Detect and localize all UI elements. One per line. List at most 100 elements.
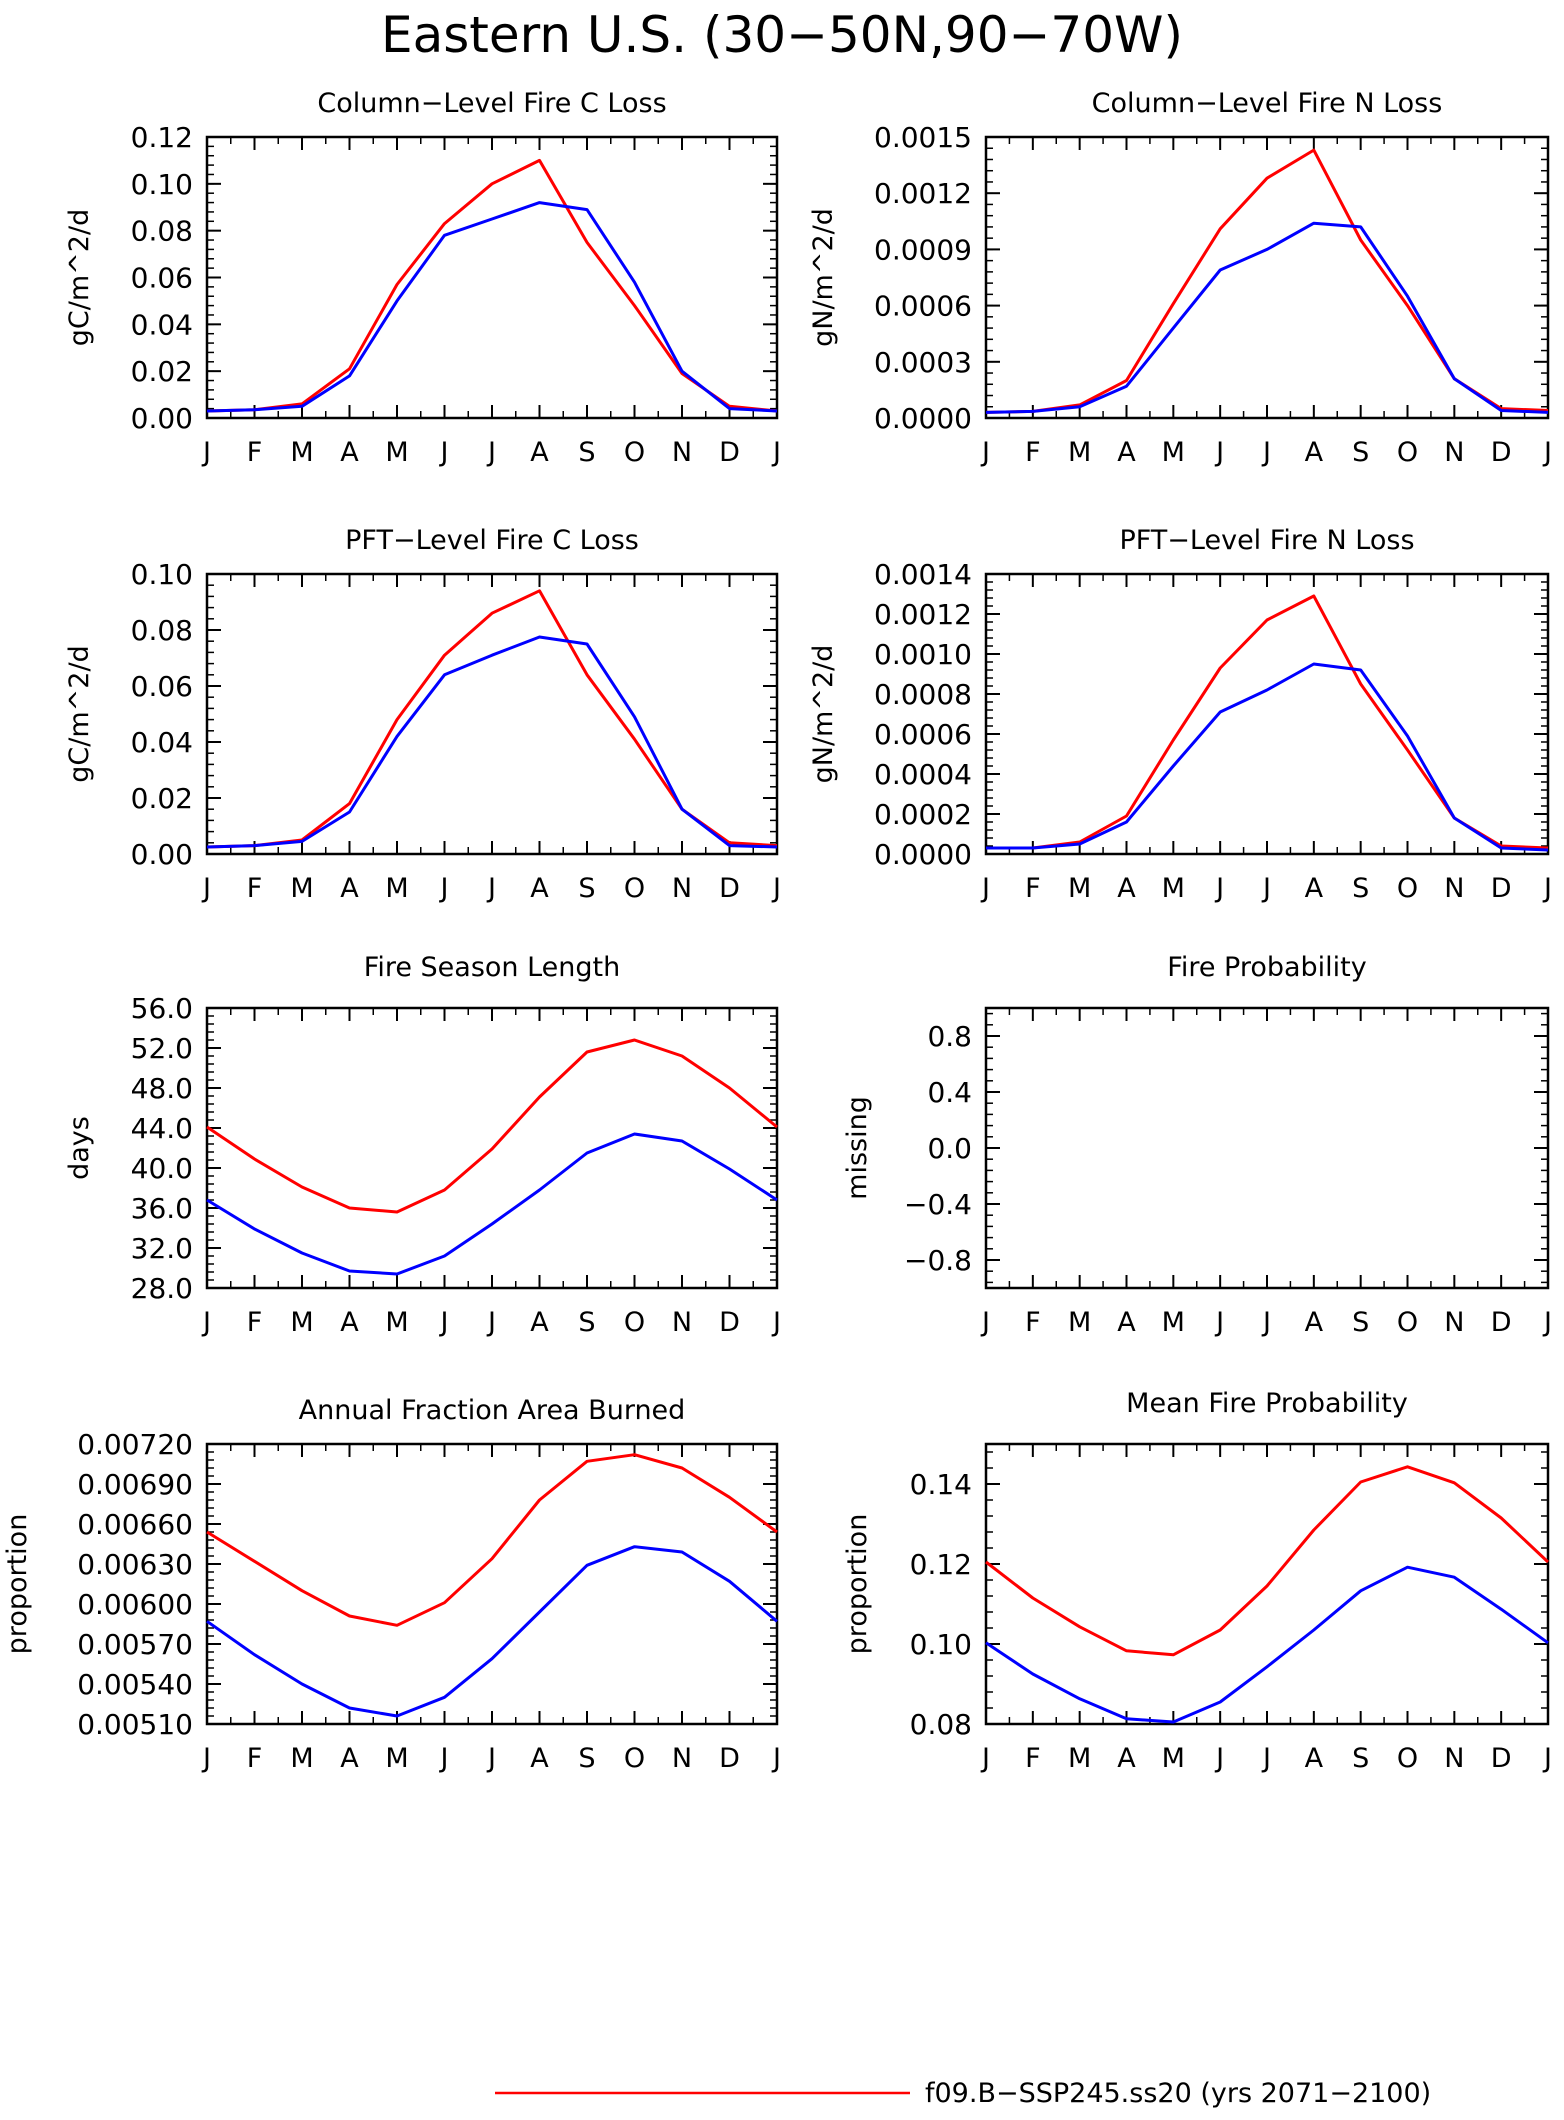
series-line-2	[986, 662, 1549, 852]
y-tick-label: 28.0	[131, 1272, 193, 1305]
series-line-1	[985, 1465, 1550, 1657]
x-tick-label: A	[340, 1743, 359, 1774]
y-tick-label: −0.4	[904, 1188, 972, 1221]
y-tick-label: 0.10	[131, 168, 193, 201]
y-tick-label: 0.0006	[874, 718, 972, 751]
x-tick-label: M	[290, 1743, 313, 1774]
x-tick-label: N	[1444, 437, 1464, 468]
series-line-2	[206, 635, 778, 849]
x-tick-label: J	[1542, 437, 1552, 468]
x-tick-label: A	[340, 1307, 359, 1338]
x-tick-label: M	[290, 873, 313, 904]
series-line-1	[985, 148, 1549, 414]
x-tick-label: O	[1397, 1307, 1418, 1338]
x-tick-label: F	[247, 1307, 263, 1338]
y-tick-label: 0.0	[927, 1132, 972, 1165]
x-tick-label: J	[486, 1743, 496, 1774]
series-line-1	[206, 1038, 778, 1214]
y-tick-label: 0.00	[131, 838, 193, 871]
x-tick-label: J	[771, 437, 781, 468]
y-axis-label: days	[64, 1116, 95, 1180]
x-tick-label: D	[719, 1307, 740, 1338]
panel-title: Column−Level Fire N Loss	[1092, 88, 1443, 119]
x-tick-label: O	[1397, 1743, 1418, 1774]
panel-title: Fire Season Length	[364, 952, 620, 983]
x-tick-label: J	[1261, 1307, 1271, 1338]
x-tick-label: S	[1352, 437, 1369, 468]
y-tick-label: 0.02	[131, 782, 193, 815]
y-tick-label: 0.0000	[874, 838, 972, 871]
y-tick-label: 0.00540	[77, 1668, 193, 1701]
panel-title: Column−Level Fire C Loss	[317, 88, 666, 119]
x-tick-label: N	[672, 1743, 692, 1774]
series-line-1	[206, 1453, 778, 1627]
x-tick-label: A	[1117, 1307, 1136, 1338]
x-tick-label: S	[578, 873, 595, 904]
y-tick-label: 0.08	[131, 215, 193, 248]
x-tick-label: J	[486, 437, 496, 468]
x-tick-label: M	[290, 1307, 313, 1338]
x-tick-label: D	[719, 1743, 740, 1774]
plot-frame	[205, 572, 779, 856]
x-tick-label: J	[486, 873, 496, 904]
x-tick-label: J	[439, 1307, 449, 1338]
y-tick-label: 0.00	[131, 402, 193, 435]
y-tick-label: 0.00690	[77, 1468, 193, 1501]
y-tick-label: 0.00630	[77, 1548, 193, 1581]
y-tick-label: 0.0004	[874, 758, 972, 791]
y-tick-label: 0.00720	[77, 1428, 193, 1461]
x-tick-label: J	[439, 873, 449, 904]
x-tick-label: F	[1025, 1743, 1041, 1774]
x-tick-label: A	[340, 437, 359, 468]
y-tick-label: 0.0015	[874, 121, 972, 154]
series-line-1	[206, 589, 778, 849]
y-tick-label: 0.10	[910, 1628, 972, 1661]
x-tick-label: M	[1068, 1743, 1091, 1774]
x-tick-label: D	[719, 437, 740, 468]
y-tick-label: 0.06	[131, 670, 193, 703]
x-tick-label: S	[1352, 1743, 1369, 1774]
y-axis-label: gN/m^2/d	[808, 208, 839, 347]
y-tick-label: 0.04	[131, 308, 193, 341]
x-tick-label: M	[290, 437, 313, 468]
series-line-2	[985, 1565, 1549, 1724]
x-tick-label: J	[439, 1743, 449, 1774]
panel-title: Mean Fire Probability	[1126, 1388, 1408, 1419]
x-tick-label: J	[1214, 437, 1224, 468]
y-axis-label: gC/m^2/d	[64, 209, 95, 346]
y-tick-label: 0.10	[131, 558, 193, 591]
x-tick-label: J	[980, 873, 990, 904]
y-axis-label: proportion	[2, 1514, 33, 1655]
plot-frame	[984, 1006, 1550, 1290]
x-tick-label: N	[672, 437, 692, 468]
x-tick-label: D	[1491, 437, 1512, 468]
x-tick-label: J	[771, 873, 781, 904]
y-tick-label: 0.04	[131, 726, 193, 759]
x-tick-label: F	[1025, 1307, 1041, 1338]
y-tick-label: 0.4	[927, 1076, 972, 1109]
x-tick-label: A	[1305, 437, 1324, 468]
y-tick-label: 48.0	[131, 1072, 193, 1105]
y-axis-label: gC/m^2/d	[64, 645, 95, 782]
x-tick-label: N	[1444, 1743, 1464, 1774]
y-tick-label: 0.0006	[874, 290, 972, 323]
x-tick-label: F	[247, 437, 263, 468]
y-axis-label: gN/m^2/d	[808, 645, 839, 784]
x-tick-label: M	[1162, 1307, 1185, 1338]
x-tick-label: M	[385, 873, 408, 904]
x-tick-label: M	[1162, 1743, 1185, 1774]
x-tick-label: S	[578, 1307, 595, 1338]
x-tick-label: J	[439, 437, 449, 468]
x-tick-label: N	[672, 873, 692, 904]
legend-label: f09.B−SSP245.ss20 (yrs 2071−2100)	[925, 2078, 1431, 2109]
y-tick-label: 36.0	[131, 1192, 193, 1225]
x-tick-label: J	[201, 1307, 211, 1338]
y-tick-label: 0.0010	[874, 638, 972, 671]
y-tick-label: −0.8	[904, 1244, 972, 1277]
y-tick-label: 0.02	[131, 355, 193, 388]
